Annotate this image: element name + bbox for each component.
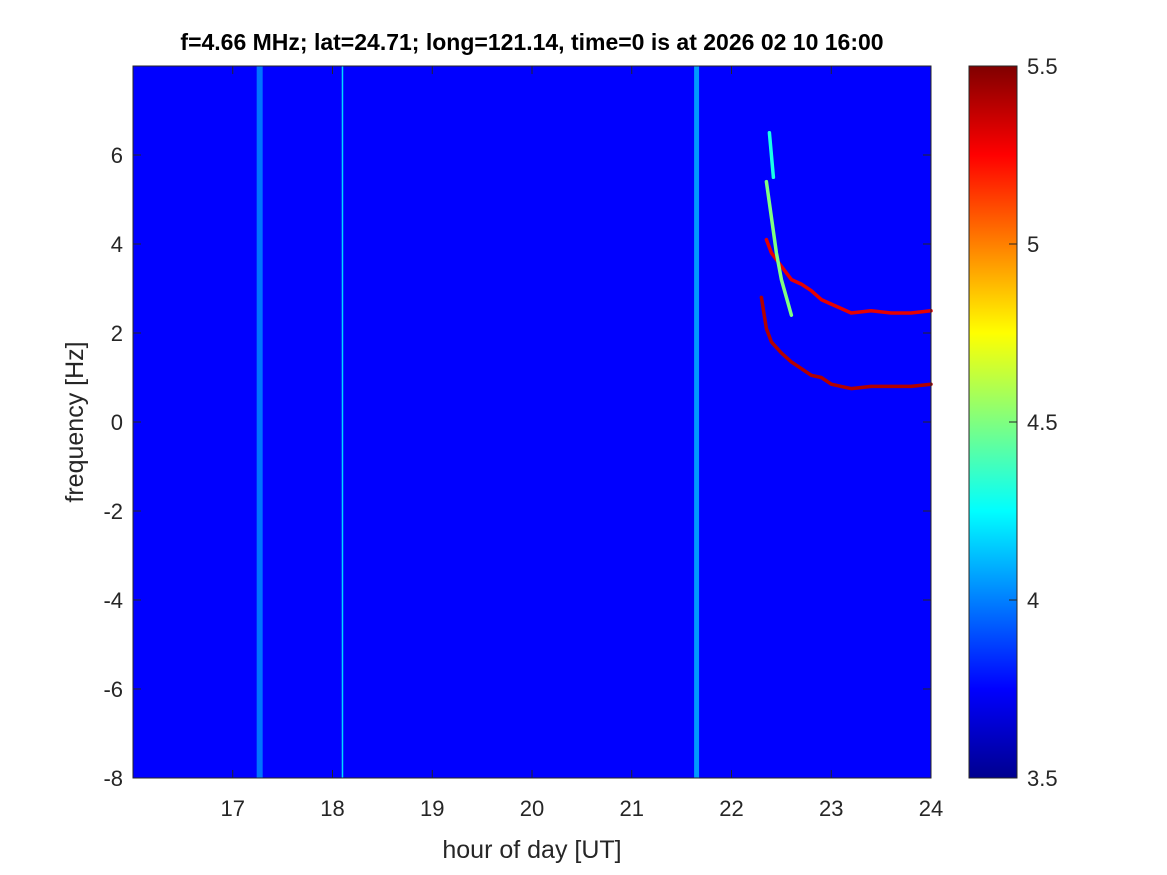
y-tick-label: -6 bbox=[103, 677, 123, 702]
x-tick-label: 19 bbox=[420, 796, 444, 821]
x-tick-label: 21 bbox=[620, 796, 644, 821]
x-tick-label: 17 bbox=[221, 796, 245, 821]
doppler-trace-3 bbox=[759, 295, 933, 391]
colorbar-tick-label: 5 bbox=[1027, 232, 1039, 257]
y-tick-label: -8 bbox=[103, 766, 123, 791]
colorbar-tick-label: 3.5 bbox=[1027, 766, 1058, 791]
heatmap-background bbox=[133, 66, 931, 778]
heatmap-plot-area bbox=[132, 65, 933, 779]
y-axis-ticks: -8 -6 -4 -2 0 2 4 6 bbox=[103, 143, 931, 791]
chart-title: f=4.66 MHz; lat=24.71; long=121.14, time… bbox=[180, 29, 883, 55]
x-tick-label: 22 bbox=[719, 796, 743, 821]
colorbar-tick-label: 4 bbox=[1027, 588, 1039, 613]
y-tick-label: 0 bbox=[111, 410, 123, 435]
noise-band-2 bbox=[694, 66, 700, 778]
x-axis-ticks: 17 18 19 20 21 22 23 24 bbox=[221, 66, 943, 821]
x-tick-label: 18 bbox=[320, 796, 344, 821]
doppler-trace-5 bbox=[764, 179, 794, 317]
colorbar-ticks: 3.5 4 4.5 5 5.5 bbox=[1009, 54, 1058, 791]
y-tick-label: -2 bbox=[103, 499, 123, 524]
doppler-trace-4 bbox=[764, 237, 933, 315]
x-tick-label: 20 bbox=[520, 796, 544, 821]
y-tick-label: 2 bbox=[111, 321, 123, 346]
y-tick-label: -4 bbox=[103, 588, 123, 613]
x-tick-label: 23 bbox=[819, 796, 843, 821]
colorbar-tick-label: 5.5 bbox=[1027, 54, 1058, 79]
colorbar-tick-label: 4.5 bbox=[1027, 410, 1058, 435]
heatmap-features bbox=[256, 66, 933, 778]
y-axis-label: frequency [Hz] bbox=[61, 341, 89, 502]
interference-line-1 bbox=[341, 66, 344, 778]
x-tick-label: 24 bbox=[919, 796, 943, 821]
x-axis-label: hour of day [UT] bbox=[442, 836, 621, 864]
y-tick-label: 4 bbox=[111, 232, 123, 257]
noise-band-0 bbox=[256, 66, 263, 778]
y-tick-label: 6 bbox=[111, 143, 123, 168]
doppler-trace-6 bbox=[767, 131, 776, 180]
